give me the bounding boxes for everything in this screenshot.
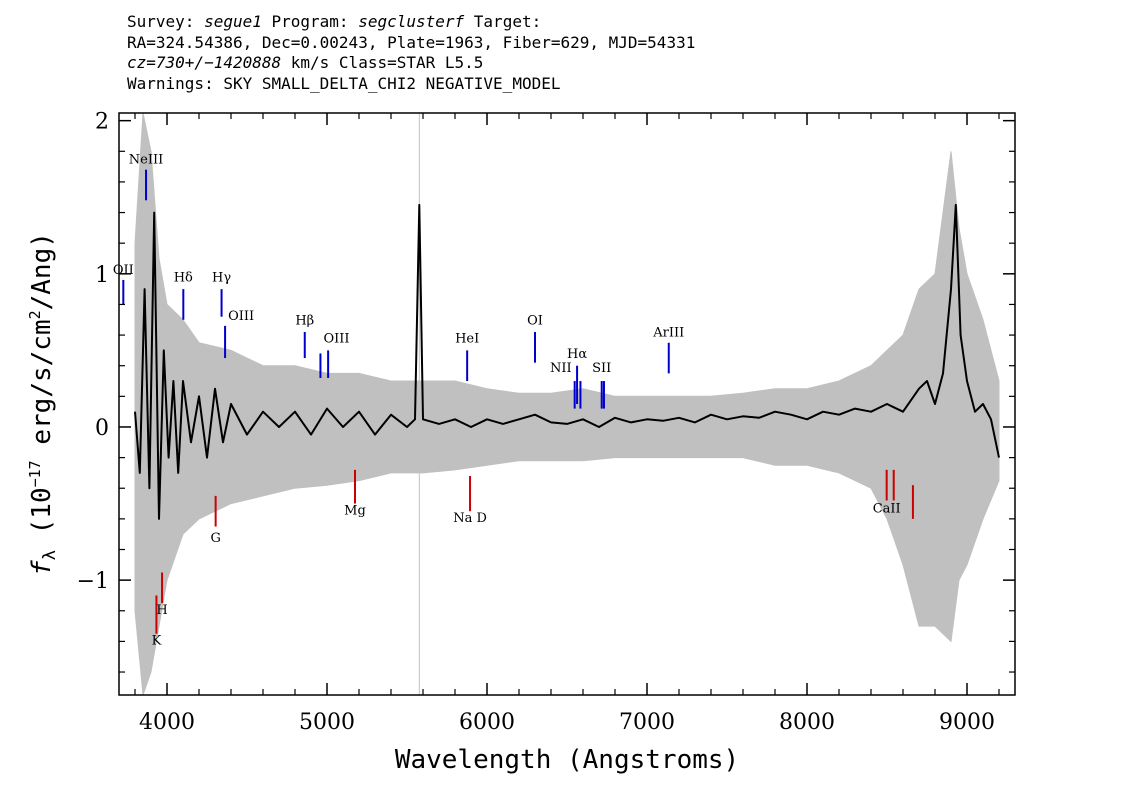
error-band [134,112,1000,696]
x-tick-label: 5000 [299,710,355,735]
y-axis-title-sub: λ [40,550,60,560]
y-tick-label: 1 [95,263,109,288]
y-axis-title-mid: (10 [27,487,57,550]
emission-line-label: NeIII [129,153,163,168]
flux-series-line [134,203,1000,520]
y-tick-label: 2 [95,110,109,135]
x-tick-label: 4000 [139,710,195,735]
emission-line-label: Hδ [174,270,193,285]
x-tick-label: 9000 [939,710,995,735]
absorption-line-label: G [210,531,220,546]
header-line-warnings: Warnings: SKY SMALL_DELTA_CHI2 NEGATIVE_… [127,73,561,93]
emission-line-label: Hα [567,347,587,362]
y-axis-title-f: f [27,560,57,576]
x-tick-label: 8000 [779,710,835,735]
target-label: Target: [464,12,542,31]
y-axis-title-exp: −17 [26,460,44,487]
x-tick-label: 6000 [459,710,515,735]
emission-line-label: ArIII [652,326,684,341]
survey-label: Survey: [127,12,205,31]
y-axis-title-end: /Ang) [27,232,57,310]
y-tick-label: 0 [95,416,109,441]
absorption-line-label: CaII [873,502,901,517]
y-tick-label: −1 [77,569,109,594]
emission-line-label: OI [527,313,543,328]
emission-line-label: OIII [323,332,349,347]
header-line-survey: Survey: segue1 Program: segclusterf Targ… [127,12,695,33]
program-label: Program: [261,12,359,31]
class-value: km/s Class=STAR L5.5 [281,53,484,72]
y-axis-title-exp2: 2 [26,310,44,319]
y-axis-title: fλ (10−17 erg/s/cm2/Ang) [26,232,60,576]
emission-line-label: Hβ [295,313,314,328]
emission-line-label: OIII [228,309,254,324]
survey-value: segue1 [204,12,262,31]
emission-line-label: HeI [455,332,479,347]
header-line-coordinates: RA=324.54386, Dec=0.00243, Plate=1963, F… [127,32,696,52]
cz-value: cz=730+/−1420888 [127,53,282,72]
plot-frame [118,112,1016,696]
emission-line-label: NII [550,361,572,376]
program-value: segclusterf [358,12,465,31]
y-axis-title-rest: erg/s/cm [27,319,57,460]
header-line-redshift: cz=730+/−1420888 km/s Class=STAR L5.5 [127,53,695,74]
absorption-line-label: Na D [453,511,487,526]
flux-layer [134,203,1000,520]
error-band-layer [134,112,1000,696]
x-tick-label: 7000 [619,710,675,735]
spectrum-header: Survey: segue1 Program: segclusterf Targ… [127,12,695,94]
x-axis-title: Wavelength (Angstroms) [395,745,739,775]
absorption-line-label: Mg [344,503,366,518]
emission-line-label: OII [113,263,134,278]
absorption-line-label: K [152,633,162,648]
emission-line-label: SII [592,361,611,376]
emission-line-label: Hγ [212,270,231,285]
tick-layer: 4000 5000 6000 7000 8000 9000 −1 0 1 2 [77,110,1015,735]
absorption-line-label: H [156,603,167,618]
